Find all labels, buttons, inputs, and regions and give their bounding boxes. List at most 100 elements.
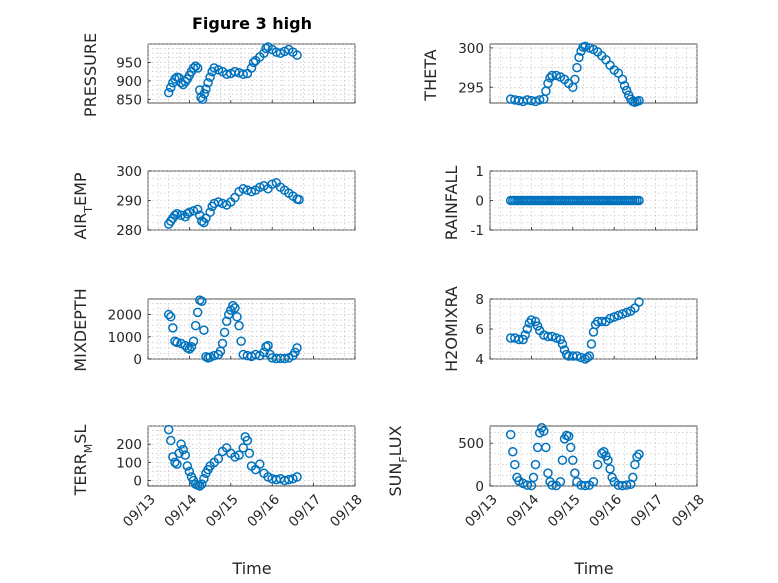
data-point — [551, 333, 561, 343]
data-point — [292, 343, 302, 353]
data-point — [605, 464, 615, 474]
x-tick-label: 09/15 — [545, 492, 584, 531]
data-point — [621, 85, 632, 96]
x-tick-label: 09/13 — [462, 492, 501, 531]
data-point — [617, 309, 628, 319]
data-point — [236, 336, 246, 346]
ylabel-air-temp: AIRTEMP — [71, 172, 95, 239]
data-point — [505, 429, 516, 440]
ylabel-sun-flux-tail: LUX — [386, 425, 405, 456]
data-point — [246, 186, 257, 197]
data-point — [621, 480, 632, 490]
data-point — [534, 95, 545, 105]
data-point — [163, 424, 174, 435]
y-tick-label: 295 — [458, 80, 484, 96]
data-point — [176, 210, 186, 220]
data-point — [192, 307, 203, 318]
data-point — [188, 336, 199, 346]
subplot-7: 0 500 09/13 09/14 09/15 09/16 09/17 09/18 — [458, 422, 708, 531]
y-tick-label: -1 — [471, 223, 484, 239]
ylabel-pressure: PRESSURE — [81, 33, 100, 117]
xlabel-left: Time — [231, 559, 271, 578]
data-point — [170, 457, 180, 468]
data-point — [294, 194, 304, 205]
subplot-3: -1 0 1 — [471, 164, 698, 239]
data-point — [609, 312, 619, 322]
y-tick-label: 8 — [475, 292, 484, 308]
data-point — [522, 324, 533, 334]
data-point — [221, 69, 232, 79]
y-tick-label: 290 — [116, 194, 142, 210]
data-point — [213, 197, 224, 207]
data-point — [188, 206, 199, 216]
data-point — [197, 94, 208, 105]
data-point — [284, 474, 294, 485]
data-point — [522, 480, 533, 490]
y-tick-label: 950 — [116, 55, 142, 71]
data-point — [592, 459, 603, 470]
y-tick-label: 100 — [116, 455, 142, 471]
data-point — [190, 320, 201, 331]
data-point — [563, 431, 574, 442]
x-tick-label: 09/18 — [669, 492, 708, 531]
data-point — [186, 342, 197, 352]
data-point — [244, 448, 255, 459]
subplot-4: 0 1000 2000 — [108, 295, 356, 368]
data-point — [555, 476, 566, 487]
data-point — [532, 321, 543, 331]
data-point — [628, 472, 638, 483]
y-tick-label: 1000 — [108, 330, 142, 346]
data-point — [250, 349, 261, 360]
data-point — [163, 309, 174, 320]
data-point — [530, 459, 541, 470]
data-point — [205, 207, 215, 218]
data-point — [168, 323, 178, 333]
y-tick-label: 300 — [458, 41, 484, 57]
data-point — [234, 450, 244, 460]
data-point — [166, 82, 176, 93]
y-tick-label: 6 — [475, 322, 484, 338]
data-point — [588, 476, 599, 487]
y-tick-label: 0 — [133, 474, 142, 490]
data-point — [238, 183, 248, 194]
data-point — [238, 69, 248, 79]
x-tick-label: 09/18 — [327, 492, 366, 531]
data-point — [267, 179, 277, 190]
ylabel-sun-flux: SUNFLUX — [386, 425, 410, 496]
ylabel-theta: THETA — [421, 49, 440, 101]
data-point — [539, 426, 549, 436]
ylabel-rainfall: RAINFALL — [442, 166, 461, 241]
data-point — [526, 315, 537, 325]
data-point — [557, 455, 568, 466]
ylabel-mixdepth: MIXDEPTH — [71, 288, 90, 371]
data-point — [543, 468, 553, 478]
data-point — [184, 207, 195, 218]
data-point — [584, 43, 595, 53]
data-point — [199, 473, 209, 484]
data-point — [197, 479, 207, 489]
data-point — [634, 449, 644, 460]
data-point — [190, 61, 201, 71]
data-point — [230, 66, 240, 77]
data-point — [203, 77, 213, 88]
ylabel-sun-flux-sub: F — [397, 456, 410, 462]
data-point — [603, 455, 613, 466]
ylabel-terr-msl-sub: M — [82, 444, 95, 454]
data-point — [584, 351, 595, 361]
data-point — [520, 330, 530, 340]
data-point — [619, 80, 630, 91]
data-point — [230, 303, 240, 313]
data-point — [561, 349, 572, 360]
data-point — [192, 204, 203, 215]
data-point — [184, 466, 195, 477]
data-point — [574, 52, 584, 63]
data-point — [163, 87, 174, 98]
ylabel-air-temp-main: AIR — [71, 213, 90, 240]
data-point — [634, 195, 644, 206]
data-point — [541, 442, 551, 453]
data-point — [223, 309, 234, 320]
data-point — [555, 334, 566, 345]
data-point — [205, 72, 215, 82]
data-point — [259, 347, 269, 358]
data-point — [290, 347, 300, 358]
